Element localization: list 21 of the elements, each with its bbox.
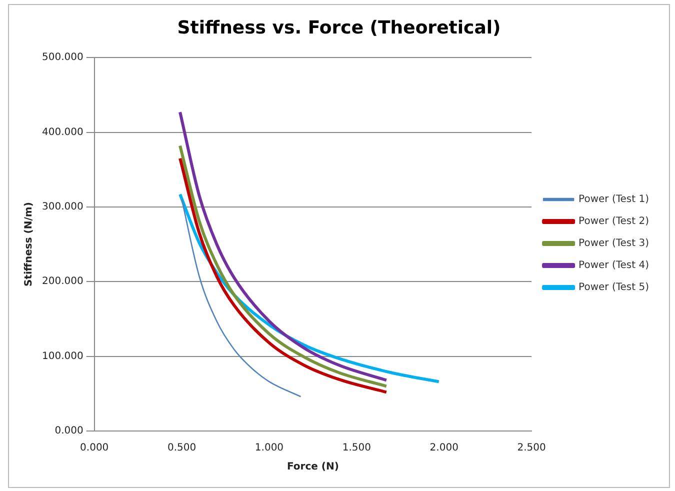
legend-label: Power (Test 3) <box>578 238 650 250</box>
x-tick-label: 0.000 <box>80 442 109 454</box>
y-tick-label: 400.000 <box>42 126 84 138</box>
y-tick-label: 0.000 <box>54 426 84 437</box>
x-tick-label: 2.500 <box>517 442 546 454</box>
x-axis-title: Force (N) <box>286 462 339 473</box>
legend-label: Power (Test 2) <box>578 216 650 228</box>
legend-label: Power (Test 5) <box>578 282 650 294</box>
x-tick-label: 1.500 <box>342 442 371 454</box>
y-tick-label: 100.000 <box>42 350 84 362</box>
legend-label: Power (Test 1) <box>578 194 650 206</box>
y-tick-label: 500.000 <box>42 52 84 64</box>
y-tick-label: 200.000 <box>42 276 84 288</box>
y-tick-label: 300.000 <box>42 202 84 213</box>
chart-title: Stiffness vs. Force (Theoretical) <box>177 17 501 38</box>
legend-label: Power (Test 4) <box>578 260 650 272</box>
x-tick-label: 2.000 <box>430 442 458 454</box>
x-tick-label: 0.500 <box>167 442 196 454</box>
x-tick-label: 1.000 <box>254 442 284 454</box>
y-axis-title: Stiffness (N/m) <box>24 202 35 286</box>
line-series <box>181 198 302 398</box>
